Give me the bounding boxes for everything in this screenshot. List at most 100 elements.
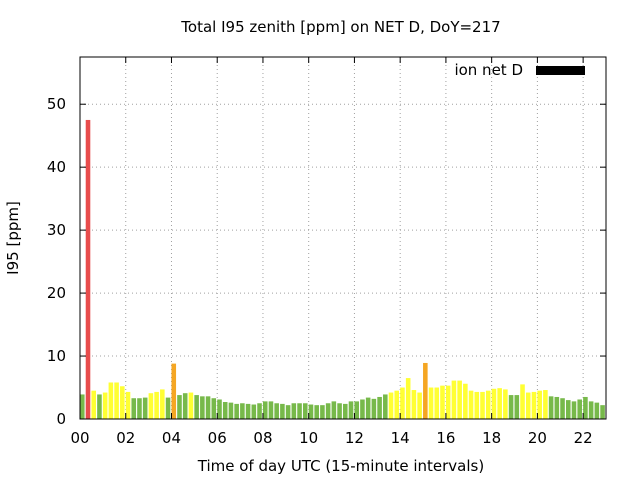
bar [297, 403, 302, 419]
x-tick-label: 16 [436, 429, 455, 447]
bar [348, 401, 354, 419]
bar [320, 405, 325, 419]
bar [480, 391, 485, 419]
axis-ticks [79, 57, 606, 420]
bar [160, 389, 165, 419]
bar [274, 403, 279, 419]
bar [108, 382, 114, 419]
bar [514, 395, 520, 419]
bar [491, 388, 497, 419]
bar [423, 362, 428, 419]
bar [445, 385, 451, 419]
bars [80, 119, 605, 420]
bar [211, 398, 217, 419]
bar [120, 386, 125, 419]
bar [543, 390, 548, 419]
bar [165, 397, 171, 419]
x-tick-label: 18 [482, 429, 501, 447]
bar [154, 391, 159, 419]
x-tick-label: 10 [299, 429, 318, 447]
bar [325, 403, 331, 419]
bar [554, 396, 560, 419]
x-tick-label: 02 [116, 429, 135, 447]
bar [520, 384, 525, 419]
x-tick-label: 20 [528, 429, 547, 447]
bar [508, 395, 514, 419]
bar [537, 390, 542, 419]
grid-lines [80, 57, 606, 419]
bar [560, 398, 565, 419]
bar [468, 390, 474, 419]
bar [383, 394, 388, 419]
x-tick-labels: 00 02 04 06 08 10 12 14 16 18 20 22 [70, 429, 592, 447]
legend: ion net D [454, 61, 585, 79]
x-tick-label: 06 [208, 429, 227, 447]
bar [251, 404, 257, 419]
bar [194, 395, 199, 419]
bar [365, 397, 371, 419]
y-tick-labels: 0 10 20 30 40 50 [47, 95, 66, 428]
bar [485, 390, 491, 419]
bar [308, 404, 314, 419]
bar [428, 387, 434, 419]
x-axis-label: Time of day UTC (15-minute intervals) [197, 457, 484, 475]
bar [525, 392, 531, 419]
bar [400, 387, 405, 419]
bar [97, 394, 102, 419]
x-tick-label: 22 [574, 429, 593, 447]
bar [360, 399, 365, 419]
bar [588, 401, 594, 419]
bar [85, 119, 91, 420]
bar [240, 403, 245, 419]
bar [257, 403, 262, 419]
bar [497, 388, 502, 419]
bar [280, 403, 285, 419]
bar [234, 403, 239, 419]
bar [548, 396, 554, 419]
bar [131, 398, 137, 419]
bar [583, 396, 588, 419]
bar [200, 396, 205, 419]
x-tick-label: 00 [70, 429, 89, 447]
bar [291, 403, 297, 419]
x-tick-label: 08 [253, 429, 272, 447]
bar [142, 397, 148, 419]
bar [405, 378, 411, 419]
x-tick-label: 04 [162, 429, 181, 447]
x-tick-label: 12 [345, 429, 364, 447]
bar [285, 405, 291, 419]
bar [577, 399, 582, 419]
bar [188, 392, 194, 419]
bar [531, 391, 537, 419]
bar [177, 395, 182, 419]
bar [354, 401, 360, 419]
bar [343, 403, 348, 419]
bar [451, 380, 457, 419]
bar [91, 390, 97, 419]
bar [417, 392, 422, 419]
bar [148, 393, 154, 419]
bar [594, 402, 600, 419]
bar [440, 385, 445, 419]
y-tick-label: 40 [47, 158, 66, 176]
bar [394, 390, 400, 419]
bar [125, 391, 131, 419]
y-tick-label: 50 [47, 95, 66, 113]
bar [217, 399, 222, 419]
bar [262, 401, 268, 419]
y-tick-label: 30 [47, 221, 66, 239]
bar [463, 383, 468, 419]
bar [377, 396, 382, 419]
bar [302, 403, 308, 419]
y-tick-label: 20 [47, 284, 66, 302]
chart-title: Total I95 zenith [ppm] on NET D, DoY=217 [180, 18, 500, 36]
bar [268, 401, 274, 419]
bar [474, 391, 480, 419]
bar [331, 401, 337, 419]
bar [337, 403, 342, 419]
bar [411, 390, 417, 419]
bar [171, 363, 177, 419]
bar [80, 394, 85, 419]
legend-label: ion net D [454, 61, 523, 79]
